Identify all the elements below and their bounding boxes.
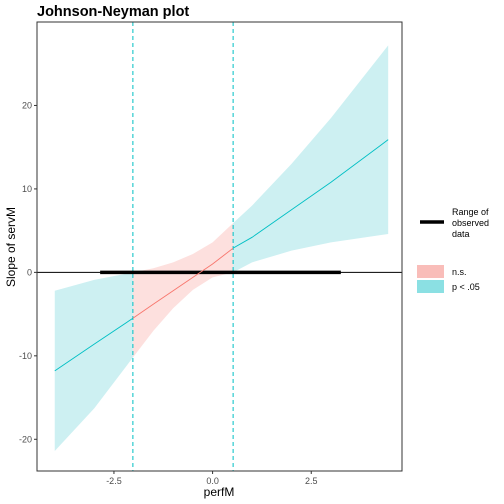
x-tick-label: -2.5	[106, 476, 122, 486]
panel-border	[36, 21, 403, 472]
y-tick-label: 10	[22, 184, 32, 194]
ci-band-sig-right	[233, 45, 389, 273]
plot-area: -2.5 0.0 2.5 -20 -10 0 10 20	[19, 21, 403, 486]
slope-line-sig-right	[232, 139, 389, 249]
legend-range-label: Range of	[452, 207, 489, 217]
legend-sig-label: p < .05	[452, 282, 480, 292]
ci-band-sig-left	[54, 272, 133, 451]
y-tick-label: 0	[27, 267, 32, 277]
x-tick-label: 0.0	[206, 476, 219, 486]
slope-line-sig-left	[54, 317, 134, 372]
y-tick-label: 20	[22, 100, 32, 110]
x-tick-label: 2.5	[305, 476, 318, 486]
y-tick-label: -20	[19, 434, 32, 444]
legend-ns-label: n.s.	[452, 267, 467, 277]
legend-sig-key	[417, 280, 444, 293]
x-axis-title: perfM	[204, 485, 235, 499]
ci-band-ns	[132, 223, 234, 358]
legend-range-label: observed	[452, 218, 489, 228]
chart-title: Johnson-Neyman plot	[37, 4, 189, 20]
y-tick-label: -10	[19, 351, 32, 361]
legend-ns-key	[417, 265, 444, 278]
legend-range-label: data	[452, 229, 470, 239]
slope-line-ns	[132, 247, 234, 319]
y-axis-title: Slope of servM	[4, 207, 18, 287]
